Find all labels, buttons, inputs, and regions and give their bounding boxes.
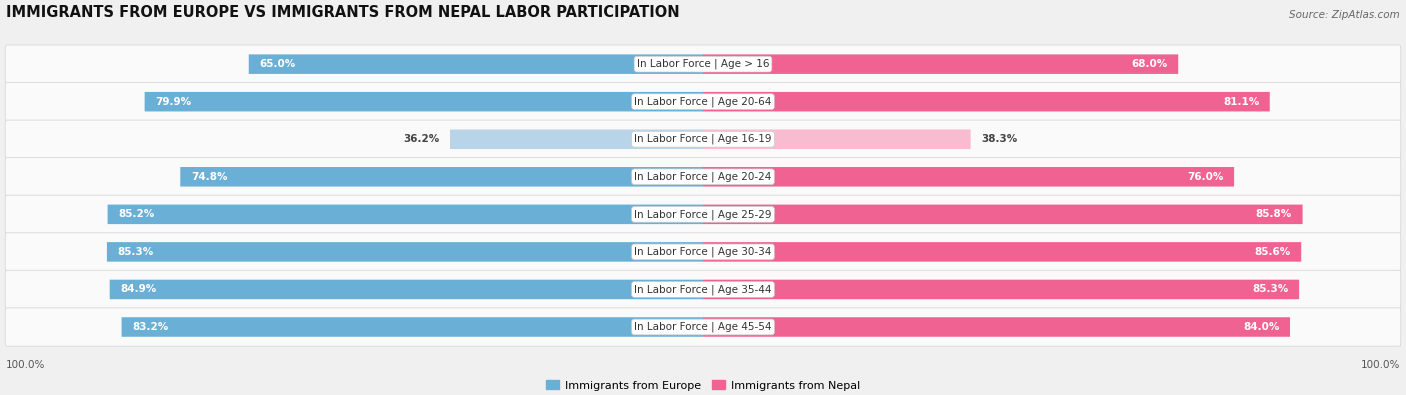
Text: In Labor Force | Age 20-24: In Labor Force | Age 20-24: [634, 171, 772, 182]
FancyBboxPatch shape: [703, 55, 1178, 74]
Text: In Labor Force | Age 30-34: In Labor Force | Age 30-34: [634, 246, 772, 257]
Text: 100.0%: 100.0%: [6, 359, 45, 370]
FancyBboxPatch shape: [121, 317, 703, 337]
Text: In Labor Force | Age 35-44: In Labor Force | Age 35-44: [634, 284, 772, 295]
Text: In Labor Force | Age 16-19: In Labor Force | Age 16-19: [634, 134, 772, 145]
FancyBboxPatch shape: [703, 130, 970, 149]
FancyBboxPatch shape: [6, 158, 1400, 196]
Text: Source: ZipAtlas.com: Source: ZipAtlas.com: [1289, 10, 1400, 20]
FancyBboxPatch shape: [703, 205, 1302, 224]
FancyBboxPatch shape: [6, 233, 1400, 271]
Text: 74.8%: 74.8%: [191, 172, 228, 182]
Text: In Labor Force | Age 25-29: In Labor Force | Age 25-29: [634, 209, 772, 220]
Text: 83.2%: 83.2%: [132, 322, 169, 332]
FancyBboxPatch shape: [110, 280, 703, 299]
FancyBboxPatch shape: [703, 317, 1291, 337]
FancyBboxPatch shape: [450, 130, 703, 149]
Text: 85.8%: 85.8%: [1256, 209, 1292, 219]
FancyBboxPatch shape: [249, 55, 703, 74]
FancyBboxPatch shape: [703, 92, 1270, 111]
Text: In Labor Force | Age 20-64: In Labor Force | Age 20-64: [634, 96, 772, 107]
Text: 36.2%: 36.2%: [404, 134, 440, 144]
Text: 84.0%: 84.0%: [1243, 322, 1279, 332]
FancyBboxPatch shape: [6, 120, 1400, 158]
FancyBboxPatch shape: [180, 167, 703, 186]
FancyBboxPatch shape: [6, 195, 1400, 233]
Text: 85.2%: 85.2%: [118, 209, 155, 219]
FancyBboxPatch shape: [703, 167, 1234, 186]
Text: 81.1%: 81.1%: [1223, 97, 1260, 107]
Text: In Labor Force | Age 45-54: In Labor Force | Age 45-54: [634, 322, 772, 332]
Text: 76.0%: 76.0%: [1187, 172, 1223, 182]
Text: 68.0%: 68.0%: [1132, 59, 1168, 69]
FancyBboxPatch shape: [6, 270, 1400, 308]
Legend: Immigrants from Europe, Immigrants from Nepal: Immigrants from Europe, Immigrants from …: [541, 376, 865, 395]
FancyBboxPatch shape: [6, 83, 1400, 121]
Text: 85.3%: 85.3%: [117, 247, 153, 257]
Text: 85.3%: 85.3%: [1253, 284, 1289, 294]
FancyBboxPatch shape: [108, 205, 703, 224]
Text: 38.3%: 38.3%: [981, 134, 1018, 144]
Text: 79.9%: 79.9%: [155, 97, 191, 107]
Text: 85.6%: 85.6%: [1254, 247, 1291, 257]
Text: 84.9%: 84.9%: [120, 284, 156, 294]
FancyBboxPatch shape: [145, 92, 703, 111]
Text: In Labor Force | Age > 16: In Labor Force | Age > 16: [637, 59, 769, 70]
FancyBboxPatch shape: [703, 242, 1301, 261]
FancyBboxPatch shape: [6, 308, 1400, 346]
Text: IMMIGRANTS FROM EUROPE VS IMMIGRANTS FROM NEPAL LABOR PARTICIPATION: IMMIGRANTS FROM EUROPE VS IMMIGRANTS FRO…: [6, 5, 681, 20]
Text: 100.0%: 100.0%: [1361, 359, 1400, 370]
Text: 65.0%: 65.0%: [259, 59, 295, 69]
FancyBboxPatch shape: [107, 242, 703, 261]
FancyBboxPatch shape: [6, 45, 1400, 83]
FancyBboxPatch shape: [703, 280, 1299, 299]
